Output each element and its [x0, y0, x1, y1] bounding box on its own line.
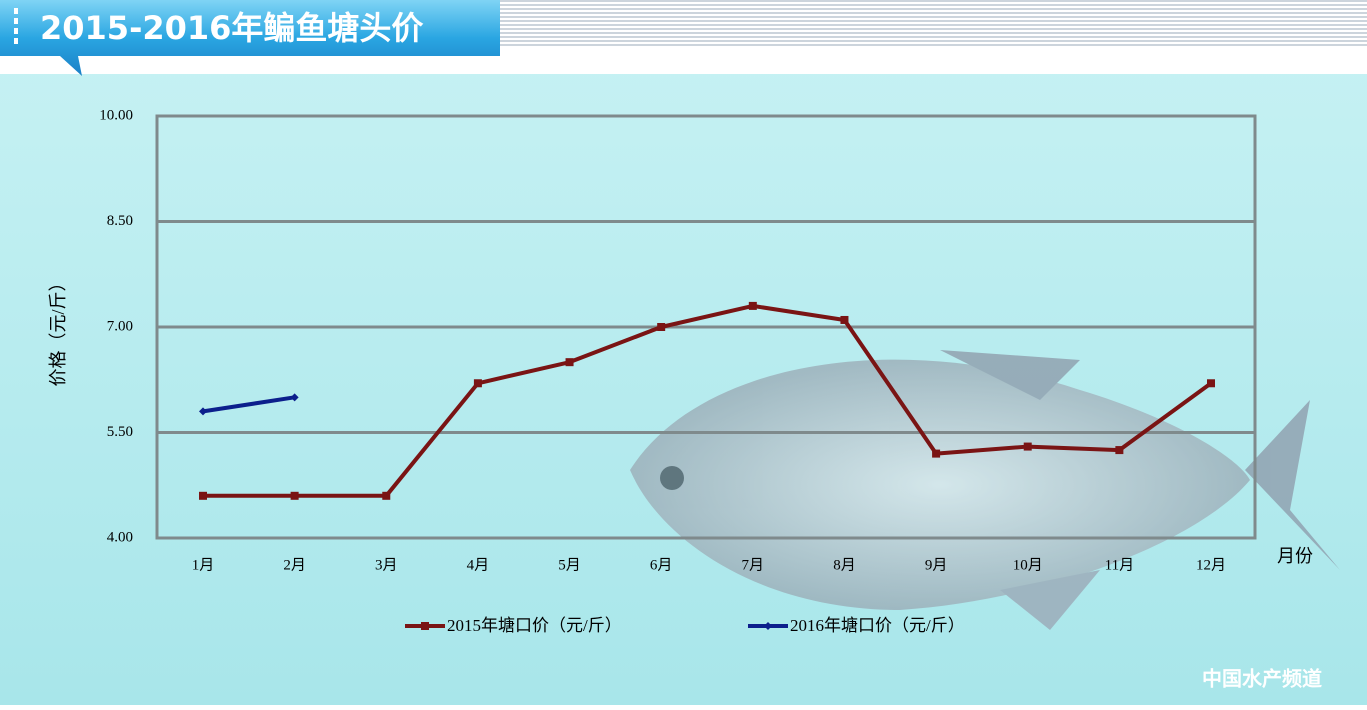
chart-title: 2015-2016年鳊鱼塘头价 — [40, 9, 423, 47]
legend-label: 2016年塘口价（元/斤） — [790, 616, 965, 635]
marker — [764, 622, 772, 630]
marker — [199, 407, 207, 416]
marker — [290, 393, 299, 402]
y-axis-label: 价格（元/斤） — [48, 273, 68, 386]
marker — [840, 315, 849, 324]
x-tick-label: 11月 — [1105, 557, 1134, 573]
y-tick-label: 5.50 — [107, 424, 133, 440]
series-line — [203, 303, 1213, 498]
marker — [1207, 379, 1215, 388]
y-tick-label: 7.00 — [107, 318, 133, 334]
y-tick-label: 10.00 — [99, 107, 133, 123]
y-tick-label: 4.00 — [107, 529, 133, 545]
series-line — [202, 395, 295, 414]
x-tick-label: 2月 — [283, 557, 306, 573]
legend-label: 2015年塘口价（元/斤） — [447, 616, 622, 635]
x-tick-label: 12月 — [1196, 557, 1226, 573]
header-stripes — [500, 0, 1367, 48]
x-tick-label: 9月 — [925, 557, 948, 573]
marker — [199, 491, 207, 500]
marker — [748, 301, 757, 310]
x-tick-label: 5月 — [558, 557, 581, 573]
y-tick-label: 8.50 — [107, 213, 133, 229]
x-tick-label: 8月 — [833, 557, 856, 573]
x-tick-label: 1月 — [192, 557, 215, 573]
marker — [1023, 442, 1032, 451]
marker — [290, 491, 299, 500]
marker — [932, 449, 941, 458]
fish-image — [630, 350, 1340, 630]
banner-dots — [14, 8, 18, 44]
marker — [382, 491, 391, 500]
marker — [421, 622, 429, 630]
marker — [657, 323, 666, 331]
x-tick-label: 6月 — [650, 557, 673, 573]
x-tick-label: 4月 — [467, 557, 490, 573]
x-tick-label: 3月 — [375, 557, 398, 573]
marker — [565, 358, 574, 367]
marker — [1115, 446, 1124, 455]
marker — [473, 379, 482, 388]
title-banner — [0, 0, 500, 76]
x-axis-label: 月份 — [1277, 546, 1313, 566]
watermark: 中国水产频道 — [1202, 667, 1322, 691]
x-tick-label: 10月 — [1013, 557, 1043, 573]
x-tick-label: 7月 — [742, 557, 765, 573]
